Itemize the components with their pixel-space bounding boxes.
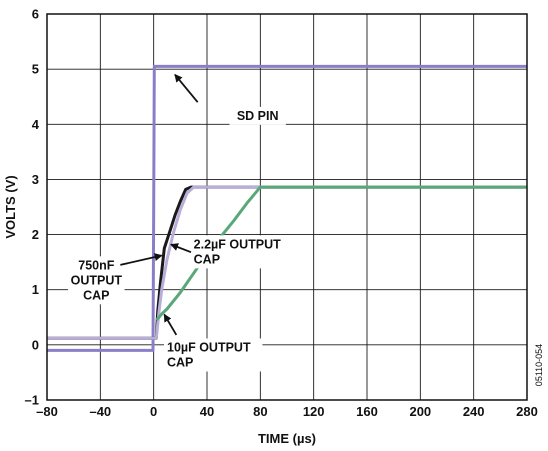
annotation-label: CAP (194, 252, 220, 266)
x-tick-label: –80 (36, 404, 58, 419)
x-tick-label: 40 (200, 404, 214, 419)
annotation-arrow (170, 243, 192, 254)
y-tick-label: 1 (32, 282, 39, 297)
annotation-label: CAP (167, 355, 193, 369)
annotation-label: 10µF OUTPUT (167, 340, 251, 354)
y-tick-label: 5 (32, 62, 39, 77)
x-tick-label: 120 (303, 404, 325, 419)
grid (46, 13, 528, 401)
plot-frame (46, 13, 528, 401)
annotation-label: SD PIN (237, 109, 279, 123)
y-tick-label: 0 (32, 337, 39, 352)
annotation-label: CAP (83, 288, 109, 302)
annotation-background (229, 106, 286, 125)
tick-labels: –80 –40 0 40 80 120 160 200 240 280 –1 0 1 2 3 4 5 6 (25, 7, 538, 420)
x-tick-label: 200 (409, 404, 431, 419)
annotation-background (190, 235, 298, 269)
series-line-sd-pin (47, 64, 527, 352)
series-layer (47, 64, 527, 352)
annotation-background (164, 338, 263, 372)
annotation-arrow (163, 313, 178, 336)
annotation-arrow (174, 73, 199, 103)
x-tick-label: –40 (89, 404, 111, 419)
y-axis-label: VOLTS (V) (3, 175, 18, 238)
y-tick-label: 4 (32, 117, 40, 132)
x-tick-label: 280 (516, 404, 538, 419)
y-tick-label: 3 (32, 172, 39, 187)
x-tick-label: 160 (356, 404, 378, 419)
x-axis-label: TIME (µs) (258, 431, 316, 446)
x-tick-label: 240 (463, 404, 485, 419)
y-tick-label: –1 (25, 393, 39, 408)
x-tick-label: 0 (150, 404, 157, 419)
annotation-label: 750nF (78, 258, 114, 272)
annotation-arrow (120, 253, 163, 266)
x-tick-label: 80 (253, 404, 267, 419)
y-tick-label: 6 (32, 7, 39, 22)
y-tick-label: 2 (32, 227, 39, 242)
annotation-label: OUTPUT (71, 273, 123, 287)
annotation-label: 2.2µF OUTPUT (194, 237, 281, 251)
figure-id: 05110-054 (534, 344, 544, 386)
annotation-background (68, 256, 125, 305)
